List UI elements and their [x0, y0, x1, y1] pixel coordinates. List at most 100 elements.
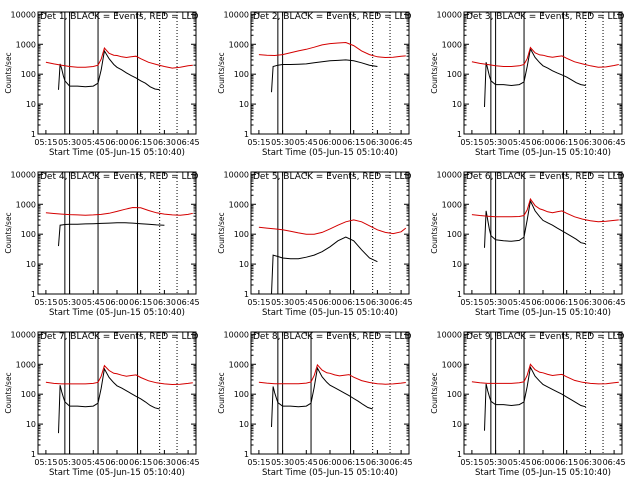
x-tick-label: 05:45: [82, 298, 105, 307]
y-tick-label: 100: [234, 230, 249, 239]
x-tick-label: 06:45: [390, 298, 413, 307]
x-tick-label: 06:45: [603, 458, 626, 467]
x-axis-label: Start Time (05-Jun-15 05:10:40): [49, 308, 185, 318]
x-tick-label: 06:00: [105, 298, 128, 307]
y-tick-label: 1000: [229, 40, 249, 49]
plot-frame: [37, 171, 197, 295]
panel-title: Det 7, BLACK = Events, RED = LLD: [40, 332, 199, 342]
events-series-line: [484, 47, 586, 108]
detector-panel-3: Det 3, BLACK = Events, RED = LLD 1 10 100 10…: [430, 10, 626, 158]
detector-panel-5: Det 5, BLACK = Events, RED = LLD 1 10 100 10…: [217, 170, 413, 318]
x-axis-label: Start Time (05-Jun-15 05:10:40): [475, 148, 611, 158]
x-tick-label: 05:45: [508, 138, 531, 147]
x-tick-label: 06:45: [177, 458, 200, 467]
x-tick-label: 06:30: [366, 138, 389, 147]
x-tick-label: 06:30: [153, 298, 176, 307]
x-tick-label: 05:45: [508, 298, 531, 307]
x-tick-label: 05:45: [295, 458, 318, 467]
y-tick-label: 10: [239, 420, 249, 429]
x-tick-label: 05:30: [271, 298, 294, 307]
x-tick-label: 05:30: [271, 138, 294, 147]
x-tick-label: 06:30: [579, 138, 602, 147]
x-axis-label: Start Time (05-Jun-15 05:10:40): [262, 308, 398, 318]
x-tick-label: 05:15: [34, 298, 57, 307]
lld-series-line: [258, 41, 406, 59]
plot-frame: [250, 171, 410, 295]
x-tick-label: 05:15: [247, 458, 270, 467]
x-axis-label: Start Time (05-Jun-15 05:10:40): [475, 308, 611, 318]
panel-title: Det 5, BLACK = Events, RED = LLD: [253, 172, 412, 182]
y-tick-label: 1000: [442, 40, 462, 49]
lld-series-line: [258, 219, 407, 235]
y-tick-label: 10000: [11, 170, 36, 179]
y-tick-label: 10: [239, 100, 249, 109]
detector-panel-7: Det 7, BLACK = Events, RED = LLD 1 10 100 10…: [4, 330, 200, 478]
y-tick-label: 10000: [437, 10, 462, 19]
x-tick-label: 06:15: [555, 138, 578, 147]
x-tick-label: 06:15: [129, 298, 152, 307]
x-tick-label: 05:30: [58, 138, 81, 147]
plot-frame: [463, 11, 623, 135]
x-tick-label: 06:15: [129, 458, 152, 467]
events-series-line: [58, 367, 160, 434]
plot-frame: [37, 11, 197, 135]
x-tick-label: 06:00: [105, 458, 128, 467]
x-axis-label: Start Time (05-Jun-15 05:10:40): [49, 468, 185, 478]
y-axis-label: Counts/sec: [4, 212, 13, 253]
x-tick-label: 05:30: [484, 138, 507, 147]
x-tick-label: 06:30: [153, 138, 176, 147]
y-tick-label: 1: [31, 450, 36, 459]
plot-frame: [463, 331, 623, 455]
x-tick-label: 05:45: [295, 298, 318, 307]
y-axis-label: Counts/sec: [4, 52, 13, 93]
y-tick-label: 1000: [16, 200, 36, 209]
y-tick-label: 1000: [16, 40, 36, 49]
y-axis-label: Counts/sec: [4, 372, 13, 413]
panel-title: Det 4, BLACK = Events, RED = LLD: [40, 172, 199, 182]
x-tick-label: 05:15: [247, 298, 270, 307]
events-series-line: [58, 222, 165, 247]
y-tick-label: 100: [234, 390, 249, 399]
x-tick-label: 06:00: [318, 138, 341, 147]
y-tick-label: 1: [457, 290, 462, 299]
plot-frame: [463, 171, 623, 295]
lld-series-line: [45, 206, 193, 216]
y-tick-label: 1000: [16, 360, 36, 369]
lld-series-line: [258, 363, 406, 385]
x-tick-label: 06:15: [342, 458, 365, 467]
x-axis-label: Start Time (05-Jun-15 05:10:40): [49, 148, 185, 158]
x-tick-label: 06:15: [555, 298, 578, 307]
y-tick-label: 100: [21, 390, 36, 399]
detector-panel-4: Det 4, BLACK = Events, RED = LLD 1 10 100 10…: [4, 170, 200, 318]
x-axis-label: Start Time (05-Jun-15 05:10:40): [475, 468, 611, 478]
y-tick-label: 100: [21, 70, 36, 79]
panel-title: Det 2, BLACK = Events, RED = LLD: [253, 12, 412, 22]
y-tick-label: 10000: [11, 330, 36, 339]
y-tick-label: 1: [457, 130, 462, 139]
y-axis-label: Counts/sec: [217, 52, 226, 93]
x-tick-label: 05:15: [460, 458, 483, 467]
y-tick-label: 1000: [442, 360, 462, 369]
x-tick-label: 06:45: [177, 298, 200, 307]
y-tick-label: 10000: [224, 10, 249, 19]
x-tick-label: 06:30: [366, 298, 389, 307]
detector-panel-9: Det 9, BLACK = Events, RED = LLD 1 10 100 10…: [430, 330, 626, 478]
x-tick-label: 06:30: [579, 298, 602, 307]
x-tick-label: 06:00: [105, 138, 128, 147]
y-tick-label: 100: [447, 70, 462, 79]
x-tick-label: 05:15: [460, 298, 483, 307]
y-tick-label: 10: [452, 100, 462, 109]
x-axis-label: Start Time (05-Jun-15 05:10:40): [262, 148, 398, 158]
lld-series-line: [45, 46, 193, 69]
detector-panel-1: Det 1, BLACK = Events, RED = LLD 1 10 100 10…: [4, 10, 200, 158]
plot-frame: [250, 11, 410, 135]
x-tick-label: 05:30: [58, 458, 81, 467]
y-tick-label: 1: [244, 130, 249, 139]
events-series-line: [484, 365, 586, 431]
y-tick-label: 1000: [229, 360, 249, 369]
x-tick-label: 06:30: [366, 458, 389, 467]
x-tick-label: 06:00: [318, 298, 341, 307]
y-axis-label: Counts/sec: [217, 372, 226, 413]
events-series-line: [271, 59, 378, 93]
